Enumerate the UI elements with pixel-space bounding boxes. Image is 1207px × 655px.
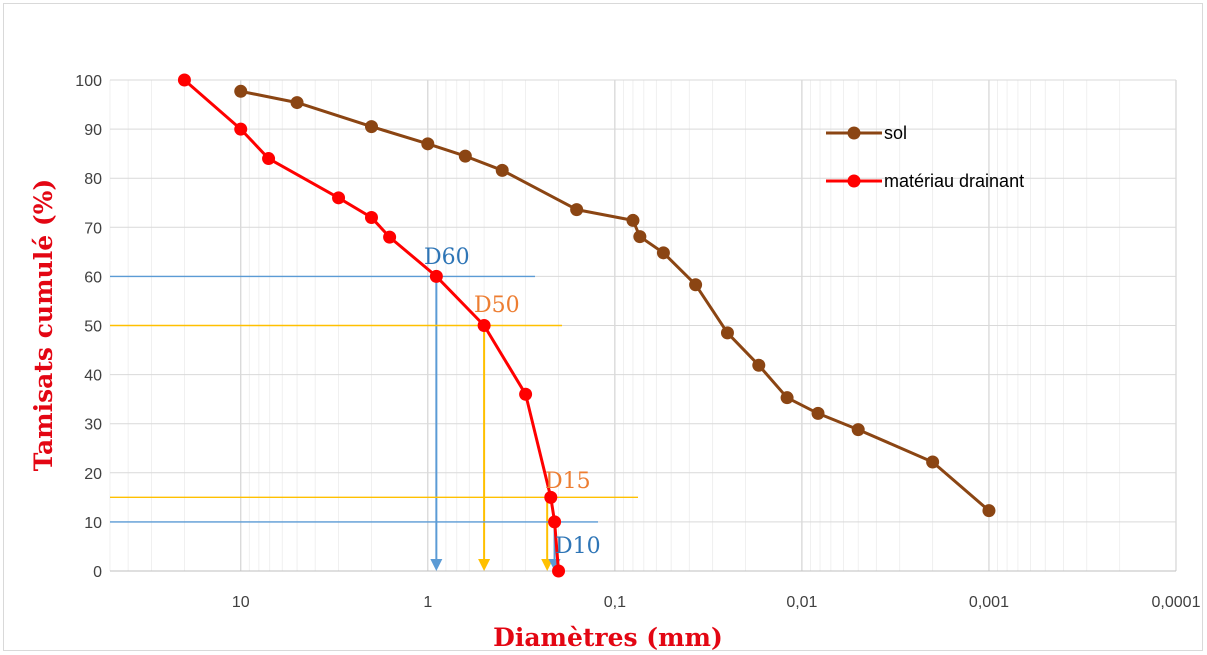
y-axis-title: Tamisats cumulé (%) — [29, 179, 58, 472]
x-axis-title: Diamètres (mm) — [493, 623, 723, 652]
data-point — [851, 423, 865, 437]
y-tick-label: 60 — [84, 269, 102, 286]
legend-label-1: matériau drainant — [884, 171, 1024, 191]
data-point — [495, 163, 509, 177]
y-tick-label: 70 — [84, 220, 102, 237]
annotation-label-d15: D15 — [545, 469, 591, 494]
annotation-label-d50: D50 — [474, 293, 520, 318]
y-tick-label: 40 — [84, 368, 102, 385]
data-point — [656, 246, 670, 260]
y-tick-label: 20 — [84, 466, 102, 483]
data-point — [332, 191, 346, 205]
data-point — [177, 73, 191, 87]
data-point — [926, 455, 940, 469]
data-point — [234, 122, 248, 136]
y-tick-labels: 0 10 20 30 40 50 60 70 80 90 100 — [75, 73, 102, 581]
legend-label-0: sol — [884, 123, 907, 143]
data-point — [262, 152, 276, 166]
data-point — [752, 358, 766, 372]
x-tick-labels: 10 1 0,1 0,01 0,001 0,0001 — [232, 594, 1201, 611]
legend-marker-1 — [847, 174, 861, 188]
data-point — [811, 406, 825, 420]
data-point — [234, 84, 248, 98]
y-tick-label: 0 — [93, 564, 102, 581]
data-point — [364, 120, 378, 134]
data-point — [458, 149, 472, 163]
data-point — [421, 137, 435, 151]
data-point — [780, 391, 794, 405]
x-tick-label: 1 — [423, 594, 432, 611]
x-tick-label: 0,01 — [786, 594, 817, 611]
x-tick-label: 0,0001 — [1152, 594, 1201, 611]
data-point — [570, 203, 584, 217]
annotation-label-d10: D10 — [555, 534, 601, 559]
legend: sol matériau drainant — [826, 123, 1024, 191]
x-tick-label: 0,1 — [604, 594, 626, 611]
data-point — [548, 515, 562, 529]
data-point — [429, 269, 443, 283]
y-tick-label: 10 — [84, 515, 102, 532]
data-point — [544, 490, 558, 504]
x-tick-label: 10 — [232, 594, 250, 611]
data-point — [290, 96, 304, 110]
annotation-arrow-d60 — [430, 559, 443, 571]
data-point — [552, 564, 566, 578]
series-line-0 — [240, 89, 990, 512]
y-tick-label: 100 — [75, 73, 102, 90]
series — [177, 73, 996, 578]
data-point — [383, 230, 397, 244]
data-point — [633, 230, 647, 244]
data-point — [689, 278, 703, 292]
annotation-arrow-d50 — [478, 559, 491, 571]
x-tick-label: 0,001 — [969, 594, 1009, 611]
data-point — [477, 319, 491, 332]
y-tick-label: 50 — [84, 319, 102, 336]
y-tick-label: 80 — [84, 171, 102, 188]
data-point — [982, 504, 996, 518]
data-point — [720, 326, 734, 340]
legend-marker-0 — [847, 126, 861, 140]
data-point — [519, 387, 533, 401]
chart-frame — [3, 3, 1203, 651]
annotation-label-d60: D60 — [424, 245, 470, 270]
data-point — [364, 210, 378, 224]
y-tick-label: 90 — [84, 122, 102, 139]
y-tick-label: 30 — [84, 417, 102, 434]
data-point — [626, 213, 640, 227]
